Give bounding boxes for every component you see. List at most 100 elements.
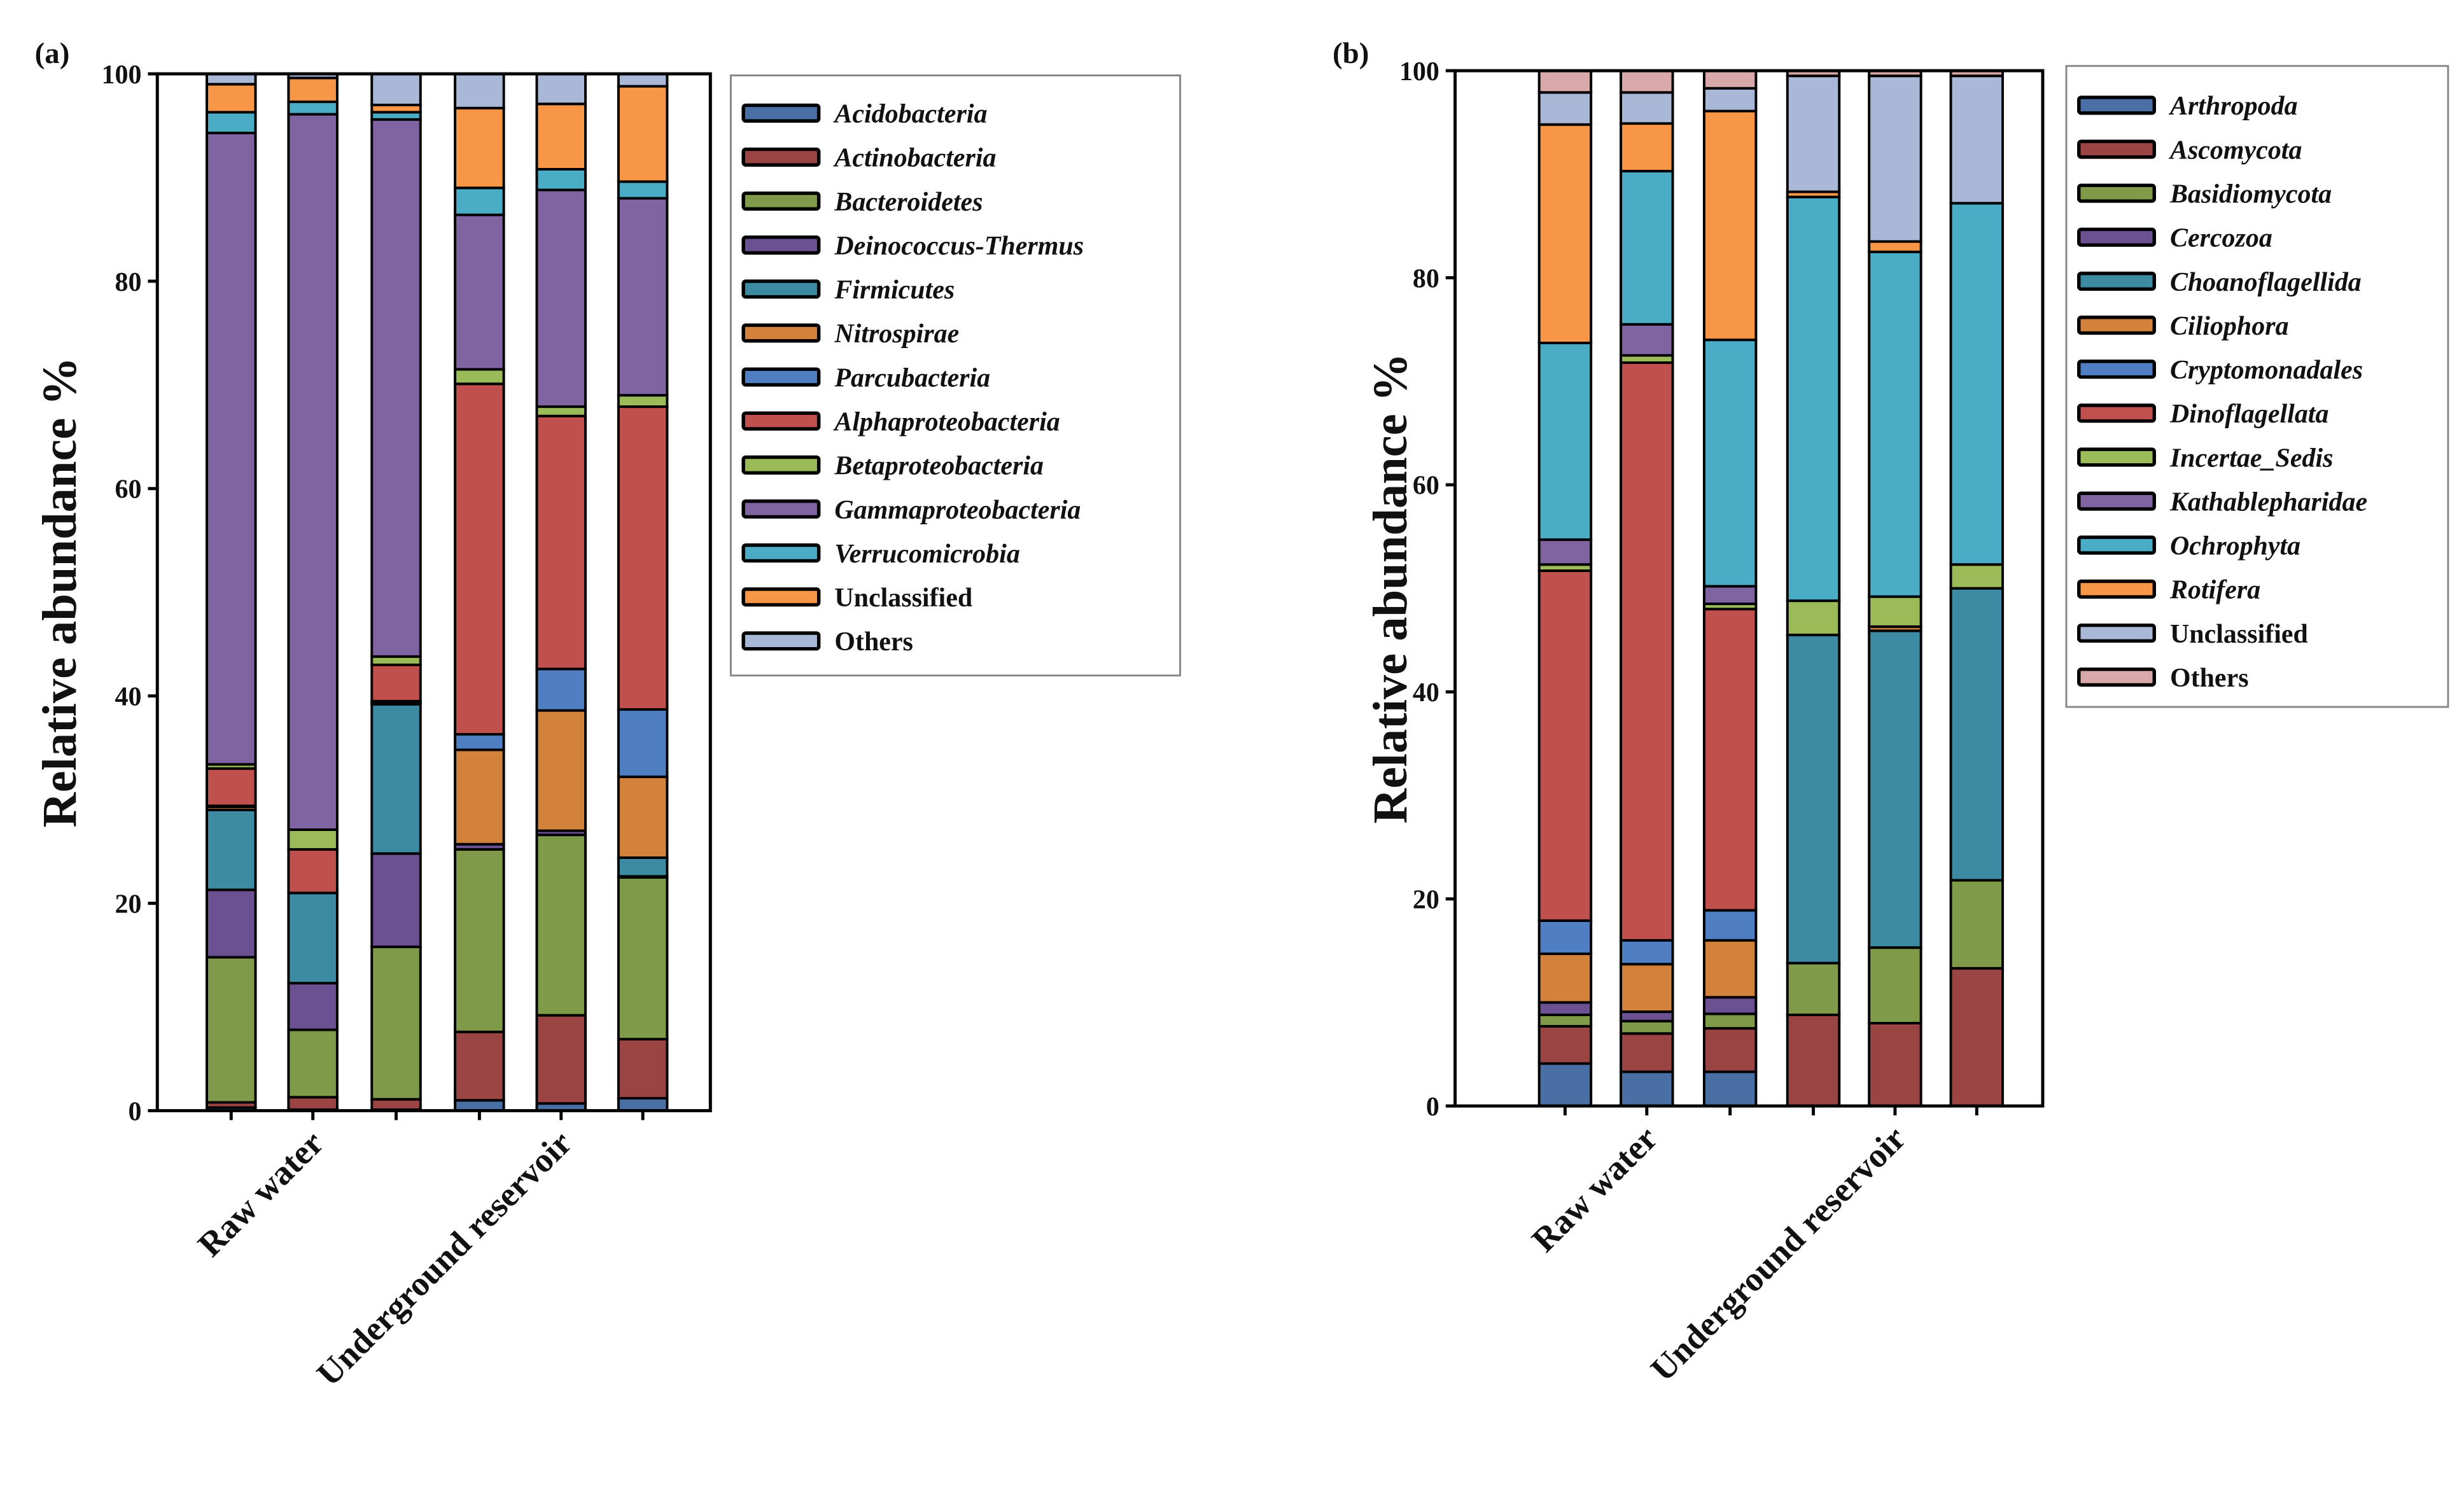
bar-segment-ochrophyta [1949, 202, 2005, 566]
plot-frame [1453, 69, 2045, 1108]
panel-a-bacteria-chart: (a) 0 20 40 60 80 100 Relative abundance % Raw w… [32, 37, 1182, 1393]
legend-item: Deinococcus-Thermus [741, 232, 1084, 261]
bar-segment-rotifera [1620, 122, 1674, 172]
legend-swatch [741, 279, 821, 299]
bar-segment-unclassified [206, 83, 257, 114]
bar-segment-unclassified [454, 106, 505, 190]
legend-label: Deinococcus-Thermus [834, 232, 1084, 261]
bar-segment-cercozoa [1537, 1001, 1593, 1016]
legend-swatch [2077, 447, 2157, 467]
bar-segment-choanoflagellida [1786, 633, 1841, 965]
legend-item: Ochrophyta [2077, 532, 2300, 561]
legend-item: Verrucomicrobia [741, 540, 1020, 569]
bar-segment-dinoflagellata [1537, 569, 1593, 922]
bar-segment-arthropoda [1702, 1070, 1758, 1108]
bar-segment-actinobacteria [535, 1014, 587, 1105]
bar-segment-unclassified [535, 102, 587, 171]
bar-segment-firmicutes [370, 702, 422, 855]
y-tick-label: 20 [115, 890, 142, 919]
legend-swatch [2077, 271, 2157, 291]
legend-item: Rotifera [2077, 576, 2260, 605]
bar-segment-gammaproteobacteria [454, 213, 505, 371]
stacked-bar [1537, 69, 1593, 1108]
bar-segment-deinococcus-thermus [287, 982, 339, 1031]
legend-swatch [741, 191, 821, 211]
legend-item: Bacteroidetes [741, 188, 983, 217]
bar-segment-gammaproteobacteria [370, 118, 422, 658]
bar-segment-ascomycota [1702, 1027, 1758, 1073]
bar-segment-betaproteobacteria [454, 368, 505, 386]
bar-segment-alphaproteobacteria [370, 663, 422, 702]
legend-label: Incertae_Sedis [2169, 443, 2333, 473]
legend-label: Bacteroidetes [834, 188, 983, 217]
stacked-bar [535, 73, 587, 1112]
bar-segment-deinococcus-thermus [206, 888, 257, 959]
y-tick-label: 100 [1399, 57, 1439, 87]
legend-label: Firmicutes [834, 276, 955, 305]
panel-b-eukaryote-chart: (b) 0 20 40 60 80 100 Relative abundance % Raw w… [1333, 37, 2449, 1388]
legend-swatch [741, 323, 821, 343]
legend-label: Unclassified [2170, 620, 2308, 649]
legend-box [2065, 65, 2449, 708]
legend-label: Dinoflagellata [2169, 400, 2328, 429]
stacked-bar [370, 73, 422, 1112]
legend-item: Others [741, 627, 913, 657]
legend-label: Ochrophyta [2170, 532, 2300, 561]
legend-item: Acidobacteria [741, 100, 987, 129]
bar-segment-others [535, 73, 587, 106]
y-tick-label: 40 [1413, 678, 1439, 708]
legend-swatch [741, 455, 821, 475]
legend-item: Ciliophora [2077, 312, 2289, 341]
y-tick-label: 80 [1413, 264, 1439, 293]
bar-segment-unclassified [1620, 91, 1674, 125]
bar-segment-ciliophora [1702, 939, 1758, 999]
legend: Acidobacteria Actinobacteria Bacteroidetes… [729, 74, 1182, 677]
legend-label: Ciliophora [2170, 312, 2289, 341]
stacked-bar [1702, 69, 1758, 1108]
legend-swatch [2077, 491, 2157, 511]
bar-segment-verrucomicrobia [535, 167, 587, 192]
bar-segment-deinococcus-thermus [370, 852, 422, 949]
bar-segment-acidobacteria [617, 1097, 669, 1112]
bar-segment-ascomycota [1537, 1024, 1593, 1065]
bar-segment-gammaproteobacteria [535, 188, 587, 408]
legend-item: Betaproteobacteria [741, 452, 1044, 481]
bar-segment-incertae-sedis [1949, 563, 2005, 590]
bar-segment-basidiomycota [1949, 879, 2005, 970]
legend-label: Others [2170, 664, 2249, 693]
y-tick-label: 0 [1426, 1093, 1439, 1122]
legend-item: Dinoflagellata [2077, 400, 2328, 429]
legend-swatch [741, 631, 821, 651]
legend-label: Cercozoa [2170, 224, 2272, 253]
legend-item: Ascomycota [2077, 136, 2302, 165]
bar-segment-nitrospirae [454, 748, 505, 846]
bar-segment-unclassified [1537, 91, 1593, 126]
y-tick-label: 80 [115, 268, 142, 297]
bar-segment-cryptomonadales [1537, 919, 1593, 955]
bar-segment-bacteroidetes [454, 848, 505, 1033]
bar-segment-others [454, 73, 505, 109]
bar-segment-dinoflagellata [1702, 608, 1758, 912]
bar-segment-firmicutes [287, 891, 339, 985]
y-tick-label: 20 [1413, 886, 1439, 915]
bar-segment-unclassified [287, 76, 339, 104]
stacked-bar [287, 73, 339, 1112]
bar-segment-ciliophora [1537, 953, 1593, 1004]
bar-segment-firmicutes [617, 856, 669, 878]
bar-segment-kathablepharidae [1702, 585, 1758, 606]
bar-segment-cercozoa [1702, 996, 1758, 1016]
bar-segment-nitrospirae [617, 775, 669, 859]
legend-swatch [2077, 360, 2157, 379]
legend-label: Parcubacteria [834, 363, 990, 393]
legend-swatch [2077, 139, 2157, 159]
bar-segment-verrucomicrobia [206, 111, 257, 134]
legend-label: Actinobacteria [832, 144, 996, 173]
legend-swatch [2077, 667, 2157, 687]
bar-segment-others [1620, 69, 1674, 94]
legend-item: Incertae_Sedis [2077, 443, 2333, 473]
stacked-bar [1620, 69, 1674, 1108]
bar-segment-rotifera [1537, 123, 1593, 344]
bar-segment-bacteroidetes [617, 876, 669, 1041]
bar-segment-basidiomycota [1702, 1012, 1758, 1030]
